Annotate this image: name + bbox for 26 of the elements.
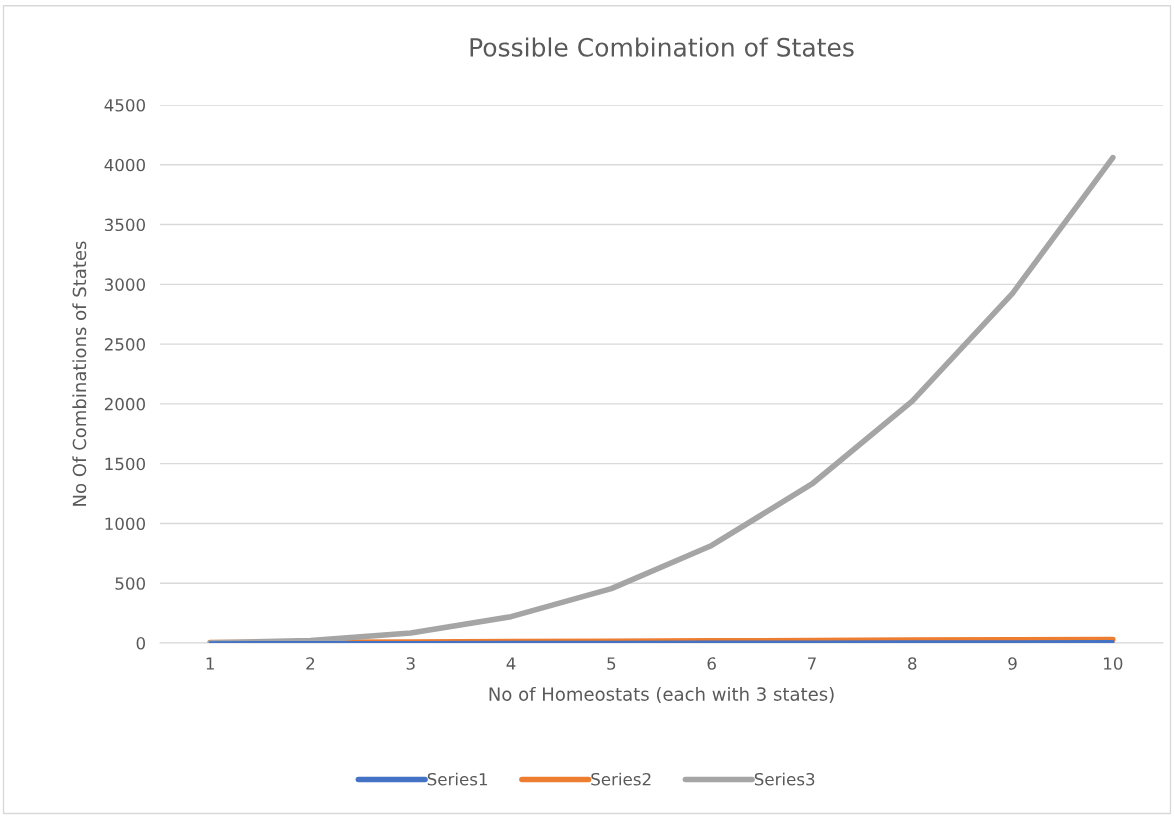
- legend-label: Series1: [427, 772, 488, 786]
- x-tick-label: 9: [1008, 657, 1017, 670]
- y-tick-label: 2500: [104, 338, 145, 351]
- legend-label: Series2: [591, 772, 651, 786]
- x-tick-label: 2: [306, 657, 315, 670]
- y-tick-label: 4000: [104, 158, 145, 172]
- y-tick-label: 500: [115, 577, 145, 590]
- x-tick-label: 1: [206, 657, 214, 670]
- y-tick-label: 2000: [104, 397, 145, 411]
- x-tick-label: 6: [707, 657, 716, 670]
- x-tick-label: 4: [506, 657, 516, 670]
- y-axis-title: No Of Combinations of States: [72, 241, 87, 506]
- x-tick-label: 7: [808, 657, 816, 670]
- y-tick-label: 4500: [104, 98, 145, 112]
- legend-label: Series3: [754, 772, 815, 786]
- y-tick-label: 1000: [105, 517, 145, 531]
- y-tick-label: 3000: [104, 278, 145, 291]
- x-tick-label: 8: [908, 657, 917, 670]
- x-tick-label: 5: [607, 657, 616, 670]
- x-tick-label: 10: [1104, 657, 1123, 670]
- y-tick-label: 1500: [105, 457, 145, 471]
- chart-title: Possible Combination of States: [470, 37, 854, 57]
- x-axis-title: No of Homeostats (each with 3 states): [489, 686, 834, 704]
- y-tick-label: 3500: [104, 218, 145, 232]
- y-tick-label: 0: [136, 636, 145, 650]
- x-tick-label: 3: [406, 657, 415, 670]
